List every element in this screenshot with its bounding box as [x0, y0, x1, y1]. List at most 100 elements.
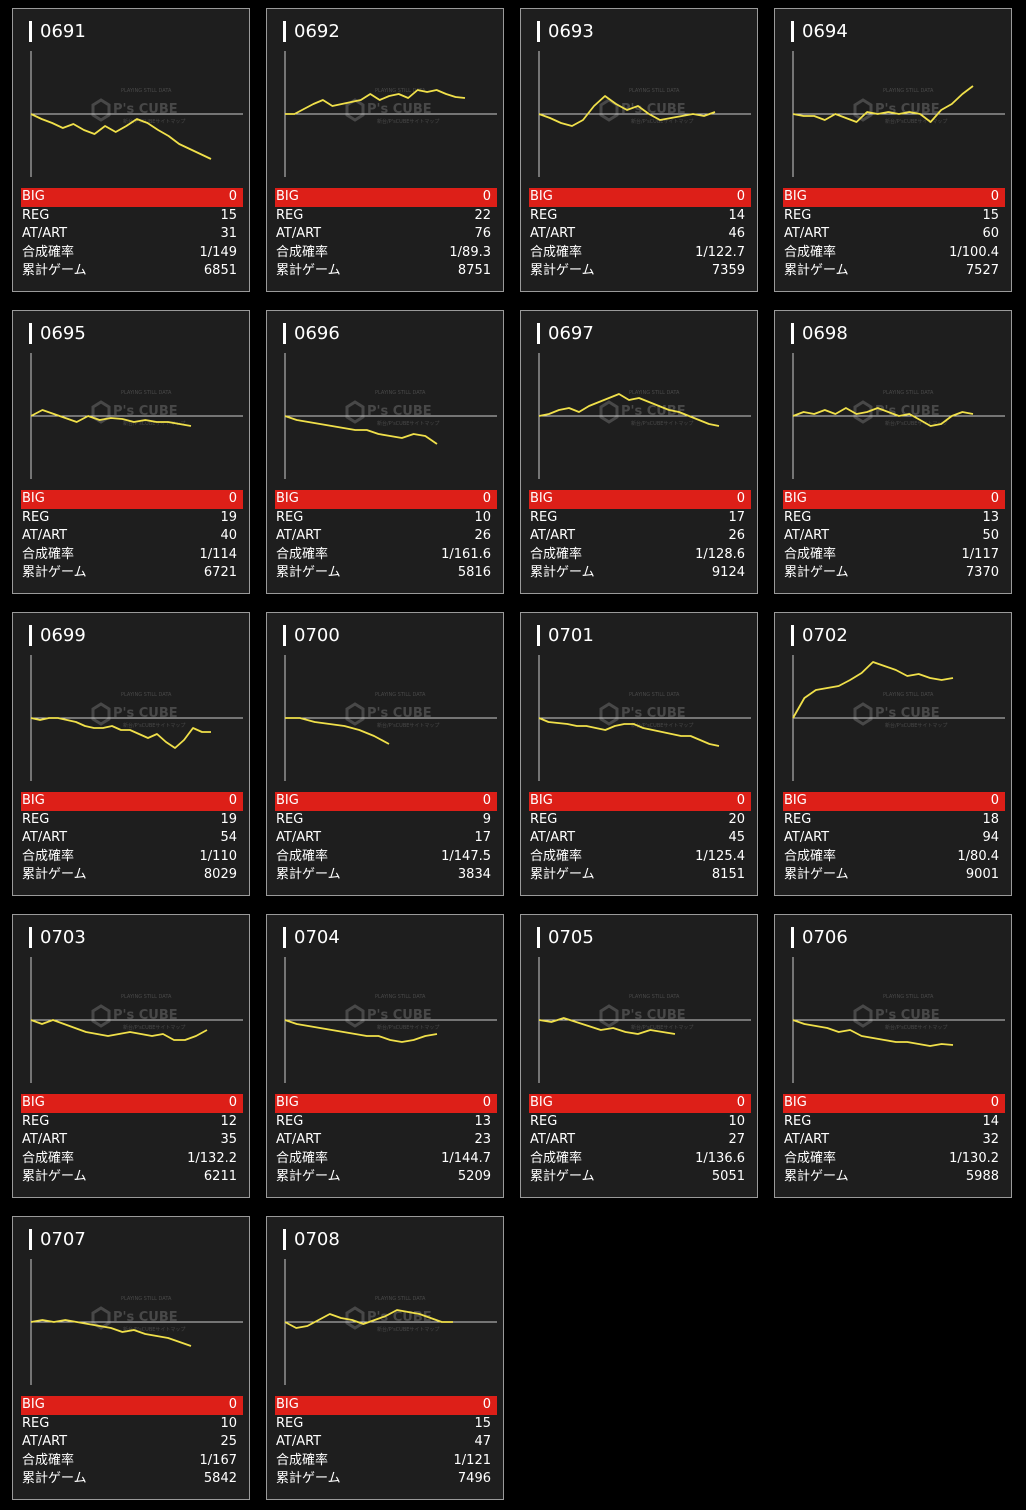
total-games-row: 累計ゲーム 7370 — [783, 564, 1005, 583]
watermark-brand-text: P's CUBE — [875, 102, 940, 117]
at-art-row: AT/ART 45 — [529, 829, 751, 848]
reg-value: 18 — [982, 811, 999, 827]
combined-probability-value: 1/110 — [199, 848, 237, 864]
machine-card[interactable]: 0702 PLAYING STILL DATA P's CUBE 新台/P'sCUBE… — [774, 612, 1012, 896]
total-games-value: 5209 — [457, 1169, 491, 1185]
machine-card[interactable]: 0693 PLAYING STILL DATA P's CUBE 新台/P'sCUBE… — [520, 8, 758, 292]
combined-probability-row: 合成確率 1/130.2 — [783, 1150, 1005, 1169]
big-value: 0 — [990, 1095, 999, 1110]
reg-value: 12 — [220, 1113, 237, 1129]
big-label: BIG — [22, 189, 45, 204]
reg-value: 10 — [220, 1415, 237, 1431]
machine-card[interactable]: 0700 PLAYING STILL DATA P's CUBE 新台/P'sCUBE… — [266, 612, 504, 896]
machine-card[interactable]: 0699 PLAYING STILL DATA P's CUBE 新台/P'sCUBE… — [12, 612, 250, 896]
watermark-brand-text: P's CUBE — [367, 102, 432, 117]
machine-card[interactable]: 0708 PLAYING STILL DATA P's CUBE 新台/P'sCUBE… — [266, 1216, 504, 1500]
machine-number: 0707 — [40, 1229, 86, 1250]
combined-probability-value: 1/80.4 — [957, 848, 999, 864]
total-games-value: 6211 — [203, 1169, 237, 1185]
big-label: BIG — [530, 1095, 553, 1110]
big-row: BIG 0 — [275, 1094, 497, 1113]
machine-card[interactable]: 0704 PLAYING STILL DATA P's CUBE 新台/P'sCUBE… — [266, 914, 504, 1198]
watermark-bottom-text: 新台/P'sCUBEサイトマップ — [631, 722, 693, 729]
big-label: BIG — [276, 793, 299, 808]
cube-icon — [345, 1004, 365, 1028]
watermark-bottom-text: 新台/P'sCUBEサイトマップ — [377, 118, 439, 125]
total-games-label: 累計ゲーム — [530, 263, 595, 279]
machine-number: 0692 — [294, 21, 340, 42]
at-art-value: 35 — [220, 1132, 237, 1148]
combined-probability-value: 1/117 — [961, 546, 999, 562]
stats-table: BIG 0 REG 22 AT/ART 76 合成確率 1/89.3 累計ゲーム 8751 — [275, 188, 497, 281]
at-art-label: AT/ART — [276, 226, 322, 242]
total-games-label: 累計ゲーム — [22, 867, 87, 883]
machine-card[interactable]: 0694 PLAYING STILL DATA P's CUBE 新台/P'sCUBE… — [774, 8, 1012, 292]
at-art-row: AT/ART 94 — [783, 829, 1005, 848]
total-games-label: 累計ゲーム — [276, 565, 341, 581]
machine-card[interactable]: 0691 PLAYING STILL DATA P's CUBE 新台/P'sCUBE… — [12, 8, 250, 292]
machine-card[interactable]: 0696 PLAYING STILL DATA P's CUBE 新台/P'sCUBE… — [266, 310, 504, 594]
graph-chart: PLAYING STILL DATA P's CUBE新台/P'sCUBEサイトマ… — [30, 655, 243, 781]
reg-row: REG 10 — [21, 1415, 243, 1434]
machine-card[interactable]: 0701 PLAYING STILL DATA P's CUBE 新台/P'sCUBE… — [520, 612, 758, 896]
total-games-value: 5988 — [965, 1169, 999, 1185]
big-label: BIG — [784, 491, 807, 506]
machine-card[interactable]: 0697 PLAYING STILL DATA P's CUBE 新台/P'sCUBE… — [520, 310, 758, 594]
machine-number: 0699 — [40, 625, 86, 646]
reg-value: 19 — [220, 811, 237, 827]
machine-number: 0705 — [548, 927, 594, 948]
at-art-label: AT/ART — [22, 1132, 68, 1148]
at-art-row: AT/ART 23 — [275, 1131, 497, 1150]
at-art-value: 17 — [474, 830, 491, 846]
watermark-bottom-text: 新台/P'sCUBEサイトマップ — [885, 722, 947, 729]
at-art-label: AT/ART — [784, 528, 830, 544]
watermark-top-text: PLAYING STILL DATA — [375, 994, 426, 1000]
machine-number: 0698 — [802, 323, 848, 344]
reg-row: REG 15 — [275, 1415, 497, 1434]
combined-probability-value: 1/132.2 — [187, 1150, 237, 1166]
machine-card[interactable]: 0703 PLAYING STILL DATA P's CUBE 新台/P'sCUBE… — [12, 914, 250, 1198]
machine-card[interactable]: 0698 PLAYING STILL DATA P's CUBE 新台/P'sCUBE… — [774, 310, 1012, 594]
watermark-logo: PLAYING STILL DATA P's CUBE新台/P'sCUBEサイトマ… — [91, 88, 185, 125]
combined-probability-row: 合成確率 1/100.4 — [783, 244, 1005, 263]
watermark-bottom-text: 新台/P'sCUBEサイトマップ — [885, 118, 947, 125]
title-accent-bar — [29, 21, 32, 42]
combined-probability-row: 合成確率 1/149 — [21, 244, 243, 263]
at-art-row: AT/ART 50 — [783, 527, 1005, 546]
stats-table: BIG 0 REG 19 AT/ART 40 合成確率 1/114 累計ゲーム 6721 — [21, 490, 243, 583]
combined-probability-value: 1/122.7 — [695, 244, 745, 260]
watermark-logo: PLAYING STILL DATA P's CUBE新台/P'sCUBEサイトマ… — [853, 390, 947, 427]
combined-probability-row: 合成確率 1/114 — [21, 546, 243, 565]
at-art-label: AT/ART — [276, 1132, 322, 1148]
cube-icon — [345, 1306, 365, 1330]
combined-probability-value: 1/149 — [199, 244, 237, 260]
total-games-row: 累計ゲーム 5988 — [783, 1168, 1005, 1187]
machine-card[interactable]: 0707 PLAYING STILL DATA P's CUBE 新台/P'sCUBE… — [12, 1216, 250, 1500]
title-accent-bar — [791, 625, 794, 646]
payout-graph-line — [30, 717, 211, 749]
machine-card[interactable]: 0695 PLAYING STILL DATA P's CUBE 新台/P'sCUBE… — [12, 310, 250, 594]
at-art-value: 32 — [982, 1132, 999, 1148]
machine-card[interactable]: 0705 PLAYING STILL DATA P's CUBE 新台/P'sCUBE… — [520, 914, 758, 1198]
big-value: 0 — [736, 491, 745, 506]
reg-value: 9 — [482, 811, 491, 827]
stats-table: BIG 0 REG 13 AT/ART 50 合成確率 1/117 累計ゲーム 7370 — [783, 490, 1005, 583]
reg-value: 22 — [474, 207, 491, 223]
big-row: BIG 0 — [529, 490, 751, 509]
combined-probability-value: 1/167 — [199, 1452, 237, 1468]
at-art-label: AT/ART — [784, 226, 830, 242]
watermark-brand-text: P's CUBE — [367, 1310, 432, 1325]
total-games-row: 累計ゲーム 5816 — [275, 564, 497, 583]
reg-label: REG — [530, 207, 558, 223]
big-label: BIG — [22, 1095, 45, 1110]
combined-probability-row: 合成確率 1/110 — [21, 848, 243, 867]
machine-card[interactable]: 0692 PLAYING STILL DATA P's CUBE 新台/P'sCUBE… — [266, 8, 504, 292]
watermark-logo: PLAYING STILL DATA P's CUBE新台/P'sCUBEサイトマ… — [345, 390, 439, 427]
at-art-label: AT/ART — [276, 528, 322, 544]
title-accent-bar — [283, 625, 286, 646]
combined-probability-label: 合成確率 — [784, 546, 837, 562]
watermark-brand-text: P's CUBE — [367, 706, 432, 721]
big-value: 0 — [228, 793, 237, 808]
machine-card[interactable]: 0706 PLAYING STILL DATA P's CUBE 新台/P'sCUBE… — [774, 914, 1012, 1198]
at-art-row: AT/ART 40 — [21, 527, 243, 546]
